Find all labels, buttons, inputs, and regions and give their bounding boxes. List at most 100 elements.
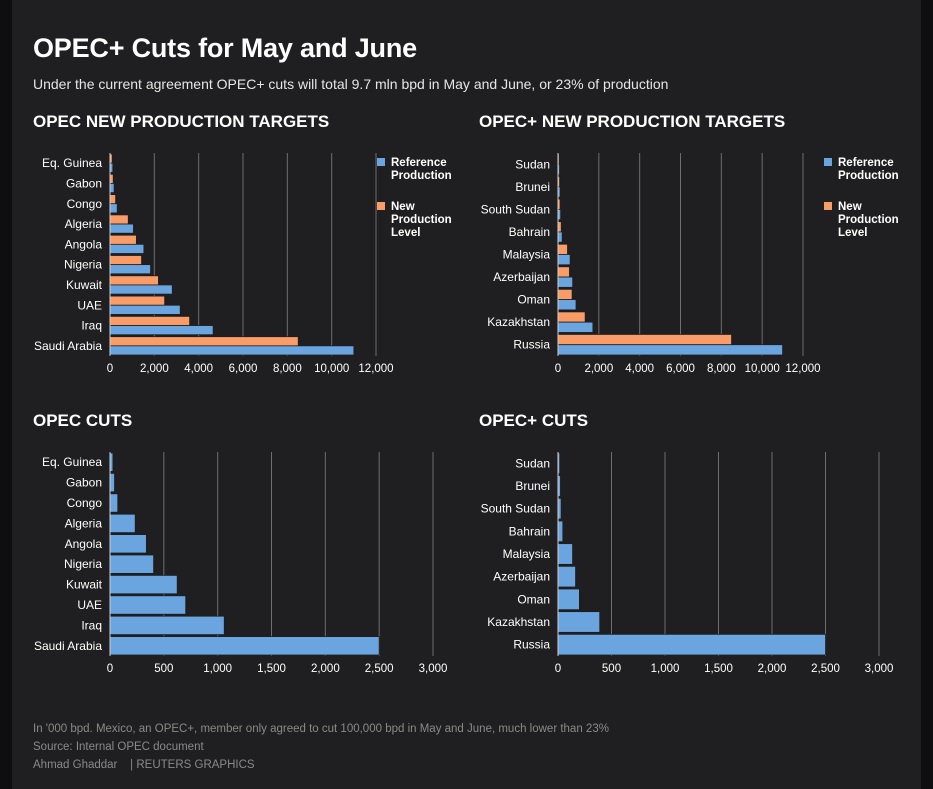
category-label: Eq. Guinea — [42, 156, 102, 170]
category-label: Russia — [513, 338, 550, 352]
panel-title-opec-cuts: OPEC CUTS — [33, 411, 133, 430]
legend-label: Production — [391, 170, 452, 182]
tick-label: 500 — [602, 663, 621, 675]
bar-cut — [557, 588, 580, 611]
category-label: Oman — [517, 293, 550, 307]
tick-label: 1,500 — [704, 663, 733, 675]
tick-label: 8,000 — [273, 363, 302, 375]
tick-label: 0 — [107, 363, 113, 375]
tick-label: 1,000 — [651, 663, 680, 675]
tick-label: 12,000 — [358, 363, 393, 375]
tick-label: 1,000 — [203, 663, 232, 675]
tick-label: 0 — [107, 663, 113, 675]
tick-label: 2,000 — [584, 363, 613, 375]
category-label: Gabon — [66, 176, 102, 190]
footer-source: Source: Internal OPEC document — [33, 741, 204, 753]
tick-label: 10,000 — [745, 363, 780, 375]
tick-label: 3,000 — [419, 663, 448, 675]
category-label: UAE — [77, 298, 102, 312]
tick-label: 3,000 — [865, 663, 894, 675]
tick-label: 500 — [154, 663, 173, 675]
category-label: Iraq — [81, 618, 102, 632]
category-label: Kazakhstan — [487, 615, 550, 629]
category-label: Malaysia — [503, 547, 551, 561]
category-label: Nigeria — [64, 557, 102, 571]
panel-title-opecplus-targets: OPEC+ NEW PRODUCTION TARGETS — [479, 112, 786, 131]
legend-label: Production — [838, 214, 899, 226]
tick-label: 4,000 — [625, 363, 654, 375]
bar-cut — [557, 543, 573, 565]
category-label: Russia — [513, 638, 550, 652]
category-label: Kuwait — [66, 578, 103, 592]
bar-cut — [557, 520, 564, 543]
tick-label: 1,500 — [257, 663, 286, 675]
chart-opec-targets: Eq. Guinea Gabon Congo Algeria Angola Nigeria… — [34, 153, 452, 375]
category-label: Brunei — [515, 180, 550, 194]
graphic-subtitle: Under the current agreement OPEC+ cuts w… — [33, 76, 669, 92]
legend-label: New — [838, 201, 862, 213]
panel-title-opecplus-cuts: OPEC+ CUTS — [479, 411, 589, 430]
legend-label: Level — [838, 227, 867, 239]
category-label: Saudi Arabia — [34, 339, 102, 353]
tick-label: 2,500 — [811, 663, 840, 675]
tick-label: 6,000 — [229, 363, 258, 375]
category-label: Sudan — [515, 456, 550, 470]
category-label: Brunei — [515, 479, 550, 493]
tick-label: 4,000 — [184, 363, 213, 375]
category-label: Congo — [67, 496, 103, 510]
category-label: Oman — [517, 592, 550, 606]
category-label: Algeria — [65, 516, 103, 530]
tick-label: 6,000 — [666, 363, 695, 375]
tick-label: 8,000 — [707, 363, 736, 375]
chart-opecplus-cuts: Sudan Brunei South Sudan Bahrain Malaysia Aze… — [481, 452, 894, 675]
legend-label: Production — [838, 170, 899, 182]
bar-cut — [557, 611, 601, 633]
category-label: Bahrain — [509, 524, 550, 538]
category-label: South Sudan — [481, 202, 550, 216]
category-label: South Sudan — [481, 502, 550, 516]
panel-title-opec-targets: OPEC NEW PRODUCTION TARGETS — [33, 112, 330, 131]
category-label: Angola — [65, 537, 103, 551]
category-label: Angola — [65, 237, 103, 251]
category-label: Nigeria — [64, 258, 102, 272]
category-label: Congo — [67, 197, 103, 211]
chart-opecplus-targets: Sudan Brunei South Sudan Bahrain Malaysia Aze… — [481, 153, 899, 375]
footer-note: In '000 bpd. Mexico, an OPEC+, member on… — [33, 723, 609, 735]
category-label: Bahrain — [509, 225, 550, 239]
footer-author: Ahmad Ghaddar — [33, 759, 118, 771]
legend-label: Production — [391, 214, 452, 226]
category-label: UAE — [77, 598, 102, 612]
category-label: Algeria — [65, 217, 103, 231]
footer-reuters: | REUTERS GRAPHICS — [130, 759, 255, 771]
category-label: Sudan — [515, 157, 550, 171]
tick-label: 2,000 — [758, 663, 787, 675]
tick-label: 10,000 — [314, 363, 349, 375]
legend-label: Reference — [391, 157, 447, 169]
category-label: Kazakhstan — [487, 315, 550, 329]
legend-label: New — [391, 201, 415, 213]
tick-label: 0 — [555, 363, 561, 375]
legend-swatch-reference — [377, 158, 385, 166]
legend-swatch-reference — [824, 158, 832, 166]
tick-label: 2,000 — [140, 363, 169, 375]
category-label: Azerbaijan — [493, 270, 550, 284]
bar-cut — [557, 565, 576, 588]
category-label: Saudi Arabia — [34, 639, 102, 653]
legend-swatch-new — [377, 202, 385, 210]
tick-label: 2,500 — [365, 663, 394, 675]
legend-swatch-new — [824, 202, 832, 210]
category-label: Eq. Guinea — [42, 455, 102, 469]
category-label: Malaysia — [503, 248, 551, 262]
graphic-title: OPEC+ Cuts for May and June — [33, 33, 417, 63]
chart-opec-cuts: Eq. Guinea Gabon Congo Algeria Angola Nigeria… — [34, 452, 448, 675]
graphic-container: OPEC+ Cuts for May and June Under the cu… — [12, 0, 921, 789]
bar-cut — [557, 633, 826, 656]
category-label: Kuwait — [66, 278, 103, 292]
legend-label: Reference — [838, 157, 894, 169]
category-label: Gabon — [66, 476, 102, 490]
category-label: Iraq — [81, 319, 102, 333]
category-label: Azerbaijan — [493, 570, 550, 584]
tick-label: 2,000 — [311, 663, 340, 675]
legend-label: Level — [391, 227, 420, 239]
footer-credit: Ahmad Ghaddar | REUTERS GRAPHICS — [33, 759, 255, 771]
